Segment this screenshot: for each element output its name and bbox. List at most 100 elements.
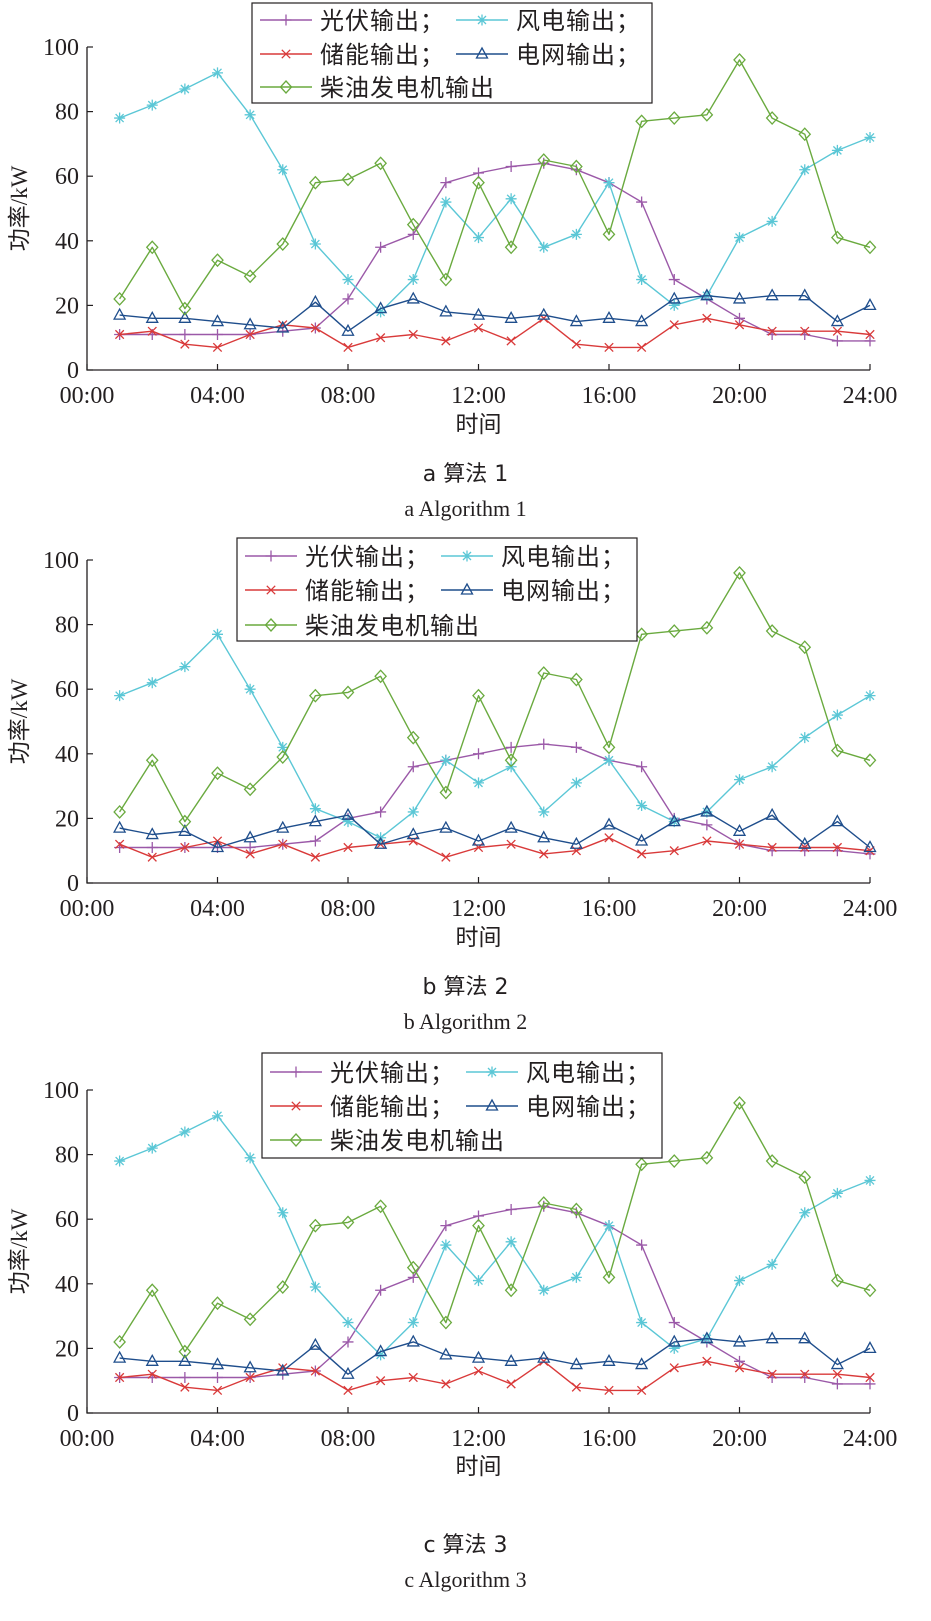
- data-point: [308, 294, 322, 307]
- data-point: [636, 761, 648, 773]
- data-point: [635, 1357, 649, 1370]
- data-point: [700, 288, 714, 301]
- data-point: [407, 274, 419, 286]
- data-point: [668, 1342, 680, 1354]
- data-point: [832, 326, 843, 336]
- data-point: [145, 240, 159, 255]
- data-point: [604, 1385, 614, 1396]
- data-point: [734, 1355, 745, 1367]
- data-point: [277, 1207, 289, 1219]
- data-point: [863, 1341, 877, 1354]
- series-4: [113, 52, 877, 316]
- data-point: [375, 241, 387, 253]
- x-tick-label: 24:00: [843, 1426, 898, 1452]
- data-point: [864, 131, 876, 143]
- series-3: [113, 1331, 877, 1379]
- y-tick-label: 100: [43, 548, 79, 574]
- legend-entry-0: 光伏输出；: [245, 544, 429, 571]
- data-point: [114, 690, 126, 702]
- caption-zh-b: b 算法 2: [422, 975, 509, 1000]
- data-point: [473, 232, 484, 244]
- data-point: [212, 342, 223, 353]
- legend-swatch-marker: [279, 80, 293, 94]
- data-point: [571, 339, 582, 349]
- legend-entry-2: 储能输出；: [260, 42, 444, 69]
- data-point: [570, 228, 582, 240]
- series-4: [113, 1095, 877, 1359]
- data-point: [374, 669, 388, 684]
- data-point: [406, 1260, 420, 1275]
- caption-en-c: c Algorithm 3: [404, 1567, 527, 1592]
- y-tick-label: 60: [55, 164, 79, 190]
- data-point: [440, 177, 452, 189]
- data-point: [473, 323, 484, 333]
- data-point: [734, 774, 745, 786]
- x-tick-label: 04:00: [190, 1426, 245, 1452]
- data-point: [440, 1220, 452, 1232]
- legend-swatch-marker: [485, 1098, 499, 1111]
- data-point: [506, 839, 516, 849]
- data-point: [538, 806, 550, 818]
- data-point: [602, 817, 616, 830]
- data-point: [374, 1344, 388, 1357]
- data-point: [212, 628, 223, 640]
- data-point: [800, 326, 810, 336]
- legend-box: [261, 1052, 663, 1159]
- legend-label: 储能输出；: [305, 578, 430, 605]
- data-point: [732, 291, 747, 304]
- y-tick-label: 100: [43, 35, 79, 61]
- data-point: [309, 238, 321, 250]
- data-point: [636, 1239, 648, 1251]
- data-point: [537, 666, 551, 681]
- data-point: [309, 835, 321, 847]
- x-tick-label: 00:00: [60, 1426, 115, 1452]
- data-point: [342, 293, 354, 305]
- data-point: [700, 1331, 714, 1344]
- data-point: [830, 743, 844, 758]
- x-tick-label: 08:00: [321, 896, 376, 922]
- y-tick-label: 80: [55, 1143, 79, 1169]
- y-tick-label: 60: [55, 677, 79, 703]
- data-point: [570, 777, 582, 789]
- data-point: [733, 1095, 746, 1110]
- data-point: [210, 1357, 225, 1370]
- data-point: [669, 846, 679, 856]
- data-point: [831, 335, 843, 347]
- data-point: [146, 677, 158, 689]
- series-2: [114, 313, 875, 353]
- data-point: [471, 307, 486, 320]
- data-point: [732, 1334, 747, 1347]
- legend-label: 风电输出；: [526, 1060, 651, 1087]
- series-3: [113, 288, 877, 336]
- data-point: [765, 624, 779, 639]
- x-tick-label: 00:00: [60, 896, 115, 922]
- data-point: [800, 1369, 810, 1379]
- legend-entry-3: 电网输出；: [456, 42, 640, 69]
- data-point: [473, 748, 484, 760]
- x-axis-label: 时间: [456, 1454, 502, 1479]
- y-tick-label: 80: [55, 100, 79, 126]
- data-point: [604, 833, 614, 843]
- data-point: [635, 1157, 649, 1172]
- data-point: [145, 1353, 159, 1366]
- data-point: [113, 820, 127, 833]
- data-point: [310, 1366, 321, 1376]
- data-point: [734, 320, 745, 330]
- data-point: [602, 227, 616, 242]
- series-line: [119, 295, 871, 332]
- data-point: [277, 741, 289, 753]
- data-point: [505, 161, 517, 173]
- data-point: [243, 317, 257, 330]
- data-point: [178, 1353, 192, 1366]
- y-tick-label: 100: [43, 1078, 79, 1104]
- legend-box: [236, 537, 638, 642]
- legend-label: 风电输出；: [516, 8, 641, 35]
- legend-entry-0: 光伏输出；: [270, 1060, 454, 1087]
- data-point: [636, 799, 648, 811]
- data-point: [506, 1379, 516, 1389]
- data-point: [602, 310, 616, 323]
- data-point: [864, 1174, 876, 1186]
- data-point: [700, 804, 714, 817]
- data-point: [212, 67, 223, 79]
- data-point: [343, 342, 353, 353]
